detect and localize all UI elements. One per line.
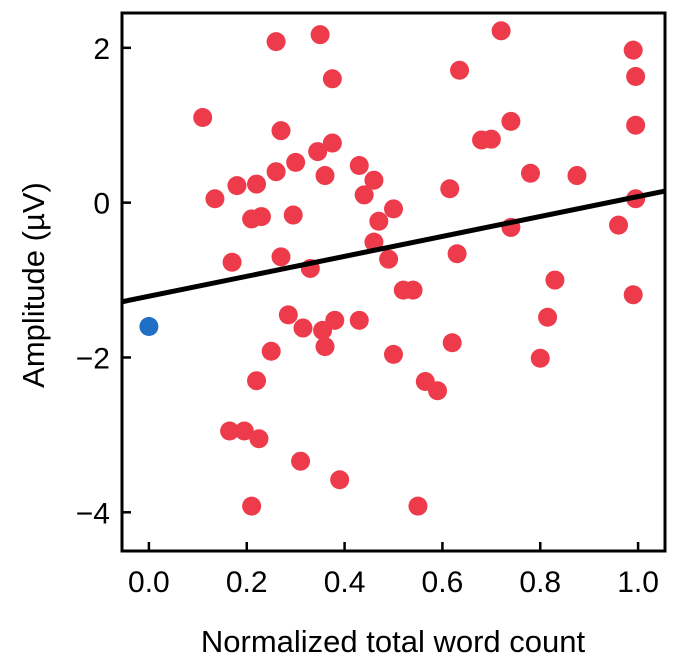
data-point	[349, 155, 369, 175]
data-point	[286, 152, 306, 172]
x-tick-label: 0.0	[128, 566, 170, 599]
y-axis-title: Amplitude (µV)	[16, 182, 51, 388]
data-point	[283, 205, 303, 225]
x-axis-title: Normalized total word count	[201, 624, 586, 659]
data-point	[293, 318, 313, 338]
regression-line	[121, 188, 666, 305]
data-point	[623, 285, 643, 305]
data-point	[322, 69, 342, 89]
data-point	[440, 179, 460, 199]
x-tick-label: 0.4	[324, 566, 366, 599]
y-tick-label: 0	[93, 188, 110, 221]
data-point	[623, 40, 643, 60]
data-point	[278, 305, 298, 325]
data-point	[530, 348, 550, 368]
data-point	[315, 166, 335, 186]
y-tick-label: −2	[76, 342, 110, 375]
data-point	[626, 115, 646, 135]
data-point	[220, 421, 240, 441]
data-point	[481, 129, 501, 149]
data-point	[242, 496, 262, 516]
plot-area	[121, 21, 666, 516]
data-point	[354, 185, 374, 205]
data-point	[266, 32, 286, 52]
data-point	[384, 199, 403, 219]
data-point	[447, 244, 467, 264]
data-point	[315, 337, 335, 357]
data-point	[234, 421, 254, 441]
y-tick-label: 2	[93, 33, 110, 66]
data-point	[491, 21, 511, 41]
data-point	[247, 174, 267, 194]
x-axis: 0.0 0.2 0.4 0.6 0.8 1.0	[128, 542, 659, 599]
highlight-point	[139, 317, 159, 337]
data-point	[310, 25, 330, 45]
data-point	[364, 170, 384, 190]
x-tick-label: 1.0	[617, 566, 659, 599]
data-point	[271, 247, 291, 267]
x-tick-label: 0.6	[422, 566, 464, 599]
data-point	[349, 310, 369, 330]
data-point	[369, 211, 389, 231]
data-point	[379, 249, 399, 269]
data-point	[626, 66, 646, 86]
x-tick-label: 0.2	[226, 566, 268, 599]
data-point	[403, 280, 423, 300]
data-point	[520, 163, 540, 183]
data-point	[609, 215, 629, 235]
data-point	[227, 176, 247, 196]
plot-frame	[120, 11, 667, 553]
data-point	[538, 307, 558, 327]
data-point	[450, 60, 470, 80]
data-point	[222, 252, 242, 272]
data-point	[205, 189, 225, 209]
data-point	[271, 121, 291, 141]
data-point	[428, 381, 448, 401]
data-point	[322, 133, 342, 153]
data-point	[501, 111, 521, 131]
data-point	[408, 496, 428, 516]
data-point	[193, 108, 213, 128]
data-point	[251, 207, 271, 227]
data-point	[291, 451, 311, 471]
data-point	[247, 371, 267, 391]
data-point	[261, 341, 281, 361]
data-point	[545, 270, 565, 290]
data-point	[567, 166, 587, 186]
data-point	[330, 470, 350, 490]
data-point	[266, 162, 286, 182]
data-point	[325, 310, 345, 330]
data-point	[249, 429, 269, 449]
y-axis: −4 −2 0 2	[76, 33, 131, 530]
y-tick-label: −4	[76, 497, 110, 530]
data-point	[442, 333, 462, 353]
data-point	[308, 142, 328, 162]
x-tick-label: 0.8	[519, 566, 561, 599]
data-point	[384, 344, 403, 364]
